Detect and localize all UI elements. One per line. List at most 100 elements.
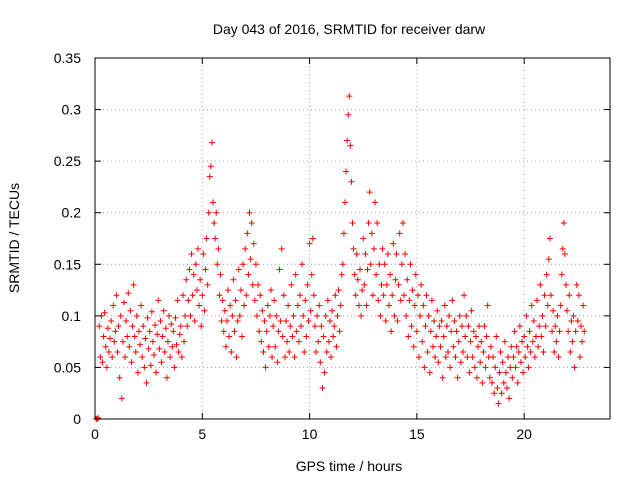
data-point [410, 343, 417, 350]
data-point [306, 240, 313, 247]
plot-frame [94, 57, 611, 420]
x-tick-label: 15 [409, 426, 425, 442]
data-point [448, 328, 455, 335]
data-point [126, 343, 133, 350]
data-point [384, 250, 391, 257]
data-point [167, 354, 174, 361]
data-point [473, 374, 480, 381]
data-point [201, 307, 208, 314]
data-point [522, 354, 529, 361]
data-point [280, 292, 287, 299]
data-point [154, 331, 161, 338]
data-point [496, 369, 503, 376]
data-point [310, 292, 317, 299]
data-point [558, 271, 565, 278]
chart-title: Day 043 of 2016, SRMTID for receiver dar… [213, 21, 486, 37]
data-point [479, 379, 486, 386]
data-point [192, 261, 199, 268]
data-point [231, 328, 238, 335]
data-point [475, 343, 482, 350]
data-point [477, 359, 484, 366]
data-point [115, 323, 122, 330]
data-point [559, 245, 566, 252]
data-point [526, 328, 533, 335]
data-point [281, 354, 288, 361]
data-point [272, 343, 279, 350]
data-point [244, 230, 251, 237]
data-point [349, 220, 356, 227]
data-point [419, 338, 426, 345]
data-point [172, 314, 179, 321]
data-point [390, 240, 397, 247]
data-point [233, 354, 240, 361]
data-point [468, 307, 475, 314]
data-point [217, 271, 224, 278]
data-point [463, 312, 470, 319]
data-point [339, 261, 346, 268]
data-point [540, 348, 547, 355]
data-point [116, 374, 123, 381]
y-tick-label: 0.35 [54, 50, 81, 66]
data-point [567, 348, 574, 355]
data-point [134, 369, 141, 376]
data-point [471, 364, 478, 371]
data-point [252, 261, 259, 268]
data-point [519, 338, 526, 345]
data-point [428, 297, 435, 304]
data-point [275, 328, 282, 335]
data-point [340, 230, 347, 237]
data-point [373, 271, 380, 278]
data-point [560, 220, 567, 227]
data-point [399, 220, 406, 227]
data-point [295, 338, 302, 345]
data-point [353, 250, 360, 257]
data-point [579, 338, 586, 345]
data-point [372, 199, 379, 206]
data-point [259, 307, 266, 314]
data-point [204, 281, 211, 288]
data-point [322, 312, 329, 319]
data-point [96, 323, 103, 330]
data-point [179, 292, 186, 299]
data-point [454, 374, 461, 381]
data-point [298, 323, 304, 330]
data-point [397, 297, 404, 304]
data-point [203, 235, 210, 242]
data-point [403, 312, 410, 319]
data-point [191, 318, 198, 325]
data-point [377, 312, 384, 319]
data-point [434, 307, 441, 314]
data-point [358, 312, 365, 319]
data-point [285, 302, 292, 309]
data-point [529, 338, 536, 345]
data-point [271, 297, 278, 304]
data-point [254, 312, 261, 319]
data-point [507, 364, 514, 371]
data-point [374, 220, 381, 227]
data-point [354, 276, 361, 283]
data-point [243, 292, 250, 299]
data-point [210, 199, 217, 206]
data-point [347, 142, 354, 149]
data-point [282, 318, 289, 325]
data-point [420, 302, 427, 309]
data-point [491, 390, 498, 397]
y-tick-label: 0.3 [62, 102, 82, 118]
data-point [369, 292, 376, 299]
x-tick-label: 0 [91, 426, 99, 442]
data-point [212, 235, 219, 242]
data-point [418, 281, 425, 288]
data-point [238, 333, 245, 340]
data-point [256, 328, 263, 335]
data-point [189, 292, 196, 299]
x-axis-label: GPS time / hours [296, 458, 403, 474]
data-point [363, 302, 370, 309]
data-point [456, 312, 463, 319]
data-point [398, 261, 405, 268]
data-point [196, 302, 203, 309]
x-tick-label: 5 [198, 426, 206, 442]
data-point [408, 323, 415, 330]
data-point [329, 307, 336, 314]
data-point [117, 312, 124, 319]
data-point [486, 374, 493, 381]
